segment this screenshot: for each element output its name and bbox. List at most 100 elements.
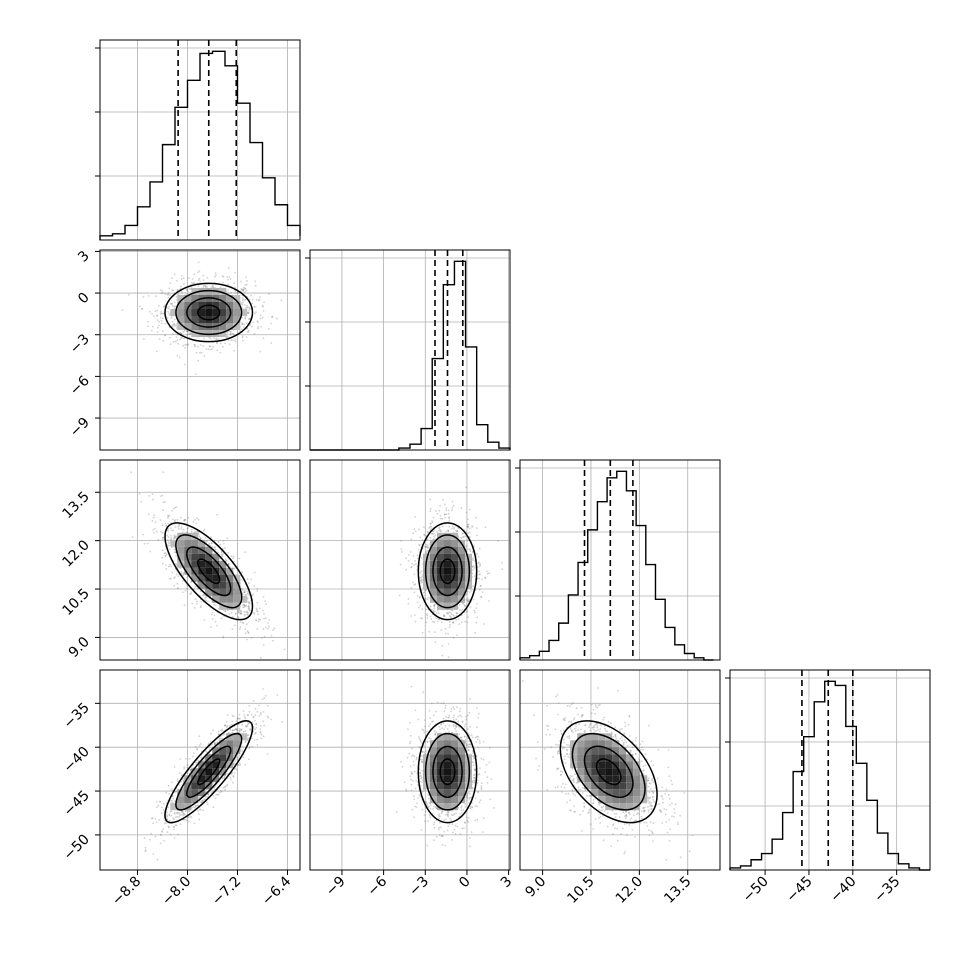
density-cell bbox=[177, 547, 184, 554]
sample-point bbox=[215, 794, 217, 796]
sample-point bbox=[155, 295, 157, 297]
sample-point bbox=[456, 615, 458, 617]
sample-point bbox=[221, 618, 223, 620]
sample-point bbox=[222, 554, 224, 556]
sample-point bbox=[267, 628, 269, 630]
sample-point bbox=[196, 601, 198, 603]
sample-point bbox=[166, 535, 168, 537]
sample-point bbox=[267, 622, 269, 624]
sample-point bbox=[238, 612, 240, 614]
sample-point bbox=[174, 800, 176, 802]
sample-point bbox=[144, 837, 146, 839]
histogram-step-line bbox=[520, 471, 714, 660]
sample-point bbox=[248, 734, 250, 736]
sample-point bbox=[160, 317, 162, 319]
sample-point bbox=[473, 599, 475, 601]
sample-point bbox=[193, 806, 195, 808]
sample-point bbox=[251, 746, 253, 748]
sample-point bbox=[160, 313, 162, 315]
sample-point bbox=[153, 315, 155, 317]
sample-point bbox=[173, 826, 175, 828]
sample-point bbox=[174, 273, 176, 275]
histogram-frame bbox=[520, 460, 720, 660]
sample-point bbox=[212, 612, 214, 614]
density-cell bbox=[212, 309, 219, 316]
sample-point bbox=[232, 782, 234, 784]
sample-point bbox=[193, 752, 195, 754]
sample-point bbox=[164, 323, 166, 325]
sample-point bbox=[227, 537, 229, 539]
sample-point bbox=[240, 288, 242, 290]
sample-point bbox=[263, 337, 265, 339]
sample-point bbox=[168, 793, 170, 795]
sample-point bbox=[239, 610, 241, 612]
sample-point bbox=[246, 614, 248, 616]
sample-point bbox=[414, 516, 416, 518]
sample-point bbox=[147, 321, 149, 323]
sample-point bbox=[252, 593, 254, 595]
sample-point bbox=[205, 600, 207, 602]
sample-point bbox=[152, 822, 154, 824]
sample-point bbox=[174, 837, 176, 839]
sample-point bbox=[163, 803, 165, 805]
sample-point bbox=[183, 778, 185, 780]
sample-point bbox=[429, 499, 431, 501]
sample-point bbox=[140, 501, 142, 503]
sample-point bbox=[256, 588, 258, 590]
sample-point bbox=[256, 739, 258, 741]
density-cell bbox=[177, 796, 184, 803]
sample-point bbox=[155, 836, 157, 838]
sample-point bbox=[181, 278, 183, 280]
sample-point bbox=[237, 717, 239, 719]
sample-point bbox=[234, 272, 236, 274]
sample-point bbox=[260, 725, 262, 727]
sample-point bbox=[253, 306, 255, 308]
sample-point bbox=[250, 579, 252, 581]
sample-point bbox=[254, 313, 256, 315]
sample-point bbox=[219, 792, 221, 794]
sample-point bbox=[239, 714, 241, 716]
sample-point bbox=[171, 289, 173, 291]
sample-point bbox=[162, 831, 164, 833]
sample-point bbox=[173, 325, 175, 327]
sample-point bbox=[242, 302, 244, 304]
sample-point bbox=[168, 536, 170, 538]
sample-point bbox=[186, 331, 188, 333]
sample-point bbox=[195, 746, 197, 748]
sample-point bbox=[155, 310, 157, 312]
sample-point bbox=[168, 826, 170, 828]
sample-point bbox=[220, 730, 222, 732]
sample-point bbox=[214, 547, 216, 549]
sample-point bbox=[408, 598, 410, 600]
sample-point bbox=[248, 582, 250, 584]
sample-point bbox=[128, 294, 130, 296]
sample-point bbox=[233, 350, 235, 352]
sample-point bbox=[204, 598, 206, 600]
sample-point bbox=[207, 601, 209, 603]
sample-point bbox=[229, 776, 231, 778]
sample-point bbox=[152, 529, 154, 531]
sample-point bbox=[168, 297, 170, 299]
sample-point bbox=[243, 611, 245, 613]
sample-point bbox=[413, 555, 415, 557]
sample-point bbox=[187, 290, 189, 292]
histogram-step-line bbox=[100, 51, 300, 240]
sample-point bbox=[268, 626, 270, 628]
sample-point bbox=[169, 282, 171, 284]
sample-point bbox=[260, 728, 262, 730]
sample-point bbox=[272, 640, 274, 642]
sample-point bbox=[211, 543, 213, 545]
sample-point bbox=[165, 523, 167, 525]
sample-point bbox=[241, 750, 243, 752]
sample-point bbox=[210, 733, 212, 735]
sample-point bbox=[276, 694, 278, 696]
sample-point bbox=[171, 277, 173, 279]
sample-point bbox=[152, 853, 154, 855]
sample-point bbox=[260, 731, 262, 733]
sample-point bbox=[179, 339, 181, 341]
sample-point bbox=[167, 831, 169, 833]
sample-point bbox=[215, 604, 217, 606]
sample-point bbox=[199, 281, 201, 283]
sample-point bbox=[175, 341, 177, 343]
sample-point bbox=[200, 344, 202, 346]
